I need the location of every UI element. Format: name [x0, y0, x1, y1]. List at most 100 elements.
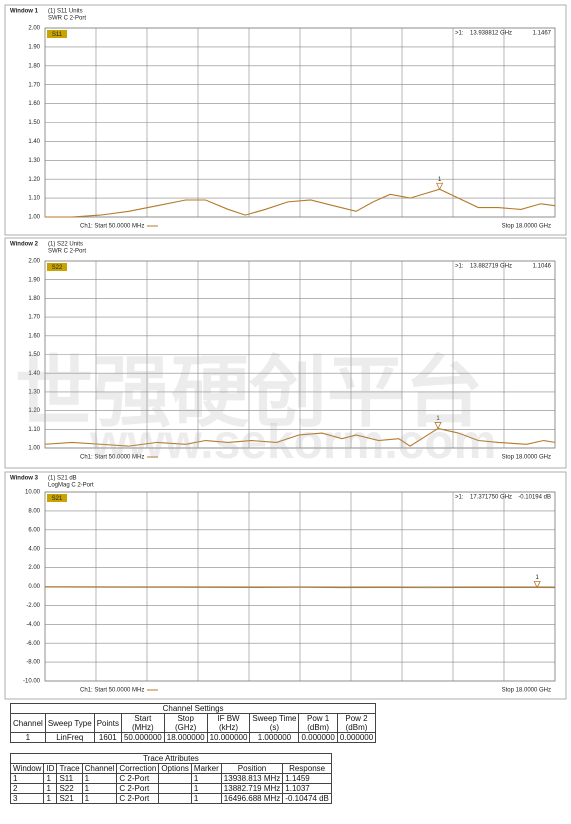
marker-value: 1.1046 — [533, 264, 552, 270]
trace-label: S11 — [52, 32, 63, 38]
y-tick-label: 6.00 — [28, 527, 40, 533]
y-tick-label: 0.00 — [28, 584, 40, 590]
y-tick-label: 2.00 — [28, 565, 40, 571]
cell: 1 — [81, 793, 118, 804]
y-tick-label: 1.90 — [28, 277, 40, 283]
y-tick-label: 4.00 — [28, 546, 40, 552]
y-tick-label: 8.00 — [28, 508, 40, 514]
y-tick-label: 1.10 — [28, 427, 40, 433]
marker-number: 1 — [438, 177, 442, 183]
empty-cell — [158, 783, 192, 794]
marker-frequency: 17.371750 GHz — [470, 495, 512, 501]
cell: 1 — [190, 783, 222, 794]
y-tick-label: 1.70 — [28, 82, 40, 88]
marker-triangle — [435, 182, 444, 191]
cell: 1 — [190, 793, 222, 804]
header-cell: Pow 2 (dBm) — [336, 713, 377, 733]
y-tick-label: 1.50 — [28, 352, 40, 358]
cell: 10.000000 — [206, 732, 251, 743]
trace-line — [45, 188, 556, 218]
title-row: Channel Settings — [9, 703, 377, 714]
header-cell: Options — [158, 763, 192, 774]
header-row: Channel Sweep Type Points Start (MHz) Stop (… — [10, 713, 377, 733]
header-cell: Marker — [190, 763, 222, 774]
chart-title: (1) S21 dB — [48, 476, 77, 482]
header-cell: Sweep Time (s) — [249, 713, 300, 733]
cell: C 2-Port — [116, 793, 160, 804]
stop-label: Stop 18.0000 GHz — [502, 455, 551, 461]
cell: 0.000000 — [336, 732, 377, 743]
header-cell: Sweep Type — [44, 713, 95, 733]
header-cell: Channel — [10, 713, 46, 733]
window-label: Window 1 — [10, 9, 39, 15]
y-tick-label: 1.30 — [28, 389, 40, 395]
y-tick-label: -2.00 — [26, 603, 40, 609]
header-cell: ID — [43, 763, 58, 774]
header-cell: Position — [220, 763, 284, 774]
chart-title: (1) S22 Units — [48, 242, 83, 248]
y-tick-label: 1.00 — [28, 446, 40, 452]
cell: S21 — [56, 793, 83, 804]
y-tick-label: 1.80 — [28, 63, 40, 69]
y-tick-label: 10.00 — [25, 490, 41, 496]
header-cell: Channel — [81, 763, 118, 774]
cell: S11 — [56, 773, 83, 784]
trace-label-box — [47, 494, 67, 502]
cell: 1 — [43, 773, 58, 784]
cell: 18.000000 — [163, 732, 208, 743]
marker-triangle — [533, 581, 541, 589]
y-tick-label: 1.40 — [28, 371, 40, 377]
y-tick-label: 2.00 — [28, 259, 40, 265]
window-frame — [4, 4, 567, 236]
header-cell: IF BW (kHz) — [206, 713, 251, 733]
chart-title: (1) S11 Units — [48, 9, 83, 15]
trace-line — [44, 427, 556, 447]
chart-subtitle: SWR C 2-Port — [48, 16, 86, 22]
marker-triangle — [434, 422, 442, 430]
header-cell: Trace — [56, 763, 83, 774]
cell: C 2-Port — [116, 783, 160, 794]
cell: S22 — [56, 783, 83, 794]
data-row: 1 1 S11 1 C 2-Port 1 13938.813 MHz 1.1459 — [9, 773, 332, 784]
y-tick-label: 1.40 — [28, 139, 40, 145]
marker-value: -0.10194 dB — [518, 495, 551, 501]
trace-label-box — [47, 30, 67, 38]
y-tick-label: 2.00 — [28, 26, 40, 32]
table-title: Trace Attributes — [10, 753, 332, 764]
marker-number: 1 — [535, 575, 539, 581]
stop-label: Stop 18.0000 GHz — [502, 688, 551, 694]
y-tick-label: -8.00 — [26, 660, 40, 666]
y-tick-label: 1.50 — [28, 120, 40, 126]
marker-readout: >1: — [455, 264, 464, 270]
header-cell: Points — [93, 713, 122, 733]
channel-settings-table: Channel Settings Channel Sweep Type Points S… — [9, 703, 377, 743]
cell: 1 — [9, 773, 45, 784]
cell: 1 — [190, 773, 222, 784]
marker-readout: >1: — [455, 31, 464, 37]
cell: 1.1459 — [282, 773, 332, 784]
window-label: Window 2 — [10, 242, 39, 248]
y-tick-label: 1.60 — [28, 333, 40, 339]
marker-value: 1.1467 — [533, 31, 552, 37]
data-row: 2 1 S22 1 C 2-Port 1 13882.719 MHz 1.1037 — [9, 783, 332, 794]
y-tick-label: 1.10 — [28, 196, 40, 202]
trace-line — [44, 586, 556, 589]
stop-label: Stop 18.0000 GHz — [502, 224, 551, 230]
window-frame — [4, 237, 567, 469]
y-tick-label: 1.80 — [28, 296, 40, 302]
cell: 1601 — [93, 732, 122, 743]
chart-subtitle: LogMag C 2-Port — [48, 483, 94, 489]
marker-number: 1 — [436, 416, 440, 422]
data-row: 1 LinFreq 1601 50.000000 18.000000 10.000000 1… — [10, 732, 377, 743]
header-cell: Correction — [116, 763, 160, 774]
y-tick-label: 1.00 — [28, 215, 40, 221]
start-label: Ch1: Start 50.0000 MHz — [80, 455, 144, 461]
header-cell: Stop (GHz) — [163, 713, 208, 733]
chart-subtitle: SWR C 2-Port — [48, 249, 86, 255]
trace-attributes-table: Trace Attributes Window ID Trace Channel Corr… — [9, 753, 332, 804]
trace-label: S22 — [52, 265, 63, 271]
trace-label: S21 — [52, 496, 63, 502]
cell: -0.10474 dB — [282, 793, 332, 804]
